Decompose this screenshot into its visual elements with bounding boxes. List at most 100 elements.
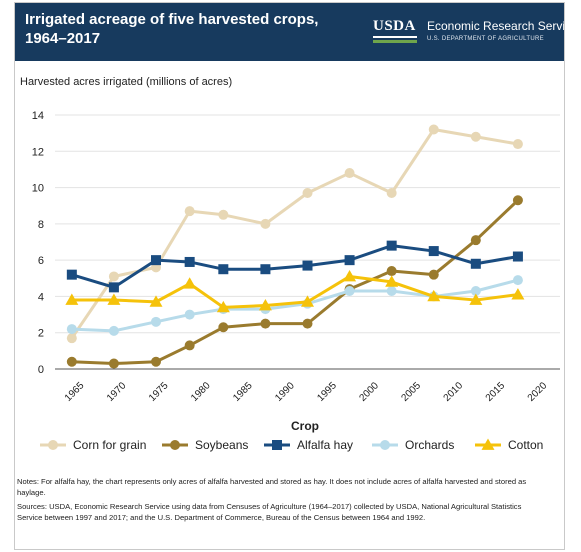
data-point-orchards	[151, 316, 161, 327]
data-point-soybeans	[260, 318, 271, 329]
y-tick-label: 0	[38, 364, 44, 376]
data-point-alfalfa-hay	[151, 255, 161, 266]
legend-marker-orchards	[380, 440, 390, 450]
x-tick-label: 1970	[105, 380, 129, 404]
chart-notes: Notes: For alfalfa hay, the chart repres…	[17, 476, 542, 526]
data-point-cotton	[511, 288, 525, 300]
data-point-corn-for-grain	[512, 139, 523, 150]
legend-label-orchards: Orchards	[405, 438, 454, 452]
legend-label-cotton: Cotton	[508, 438, 543, 452]
data-point-alfalfa-hay	[302, 260, 313, 271]
data-point-soybeans	[151, 356, 161, 367]
x-tick-label: 2010	[442, 380, 466, 404]
data-point-corn-for-grain	[386, 188, 397, 199]
data-point-alfalfa-hay	[218, 264, 229, 275]
data-point-soybeans	[386, 266, 397, 277]
data-point-soybeans	[512, 195, 523, 206]
data-point-corn-for-grain	[184, 206, 195, 217]
data-point-soybeans	[108, 358, 119, 369]
logo-ers-text: Economic Research Service	[427, 19, 565, 33]
series-line-cotton	[71, 274, 519, 309]
data-point-corn-for-grain	[302, 188, 313, 199]
x-tick-label: 1985	[231, 380, 255, 404]
x-tick-label: 2020	[526, 380, 550, 404]
legend-marker-soybeans	[170, 440, 180, 450]
data-point-soybeans	[218, 322, 229, 333]
data-point-cotton	[258, 299, 272, 311]
data-point-soybeans	[302, 318, 313, 329]
data-point-cotton	[183, 277, 197, 289]
data-point-soybeans	[184, 340, 195, 351]
y-axis-label: Harvested acres irrigated (millions of a…	[20, 76, 233, 88]
x-tick-label: 2005	[400, 380, 424, 404]
x-tick-label: 2015	[484, 380, 508, 404]
logo-field-icon	[373, 40, 417, 43]
x-tick-label: 1975	[147, 380, 171, 404]
series-line-alfalfa-hay	[71, 244, 519, 289]
chart-card: Irrigated acreage of five harvested crop…	[14, 2, 565, 550]
data-point-soybeans	[428, 269, 439, 280]
x-tick-label: 1965	[63, 380, 87, 404]
data-point-alfalfa-hay	[428, 246, 439, 257]
data-point-cotton	[427, 289, 441, 302]
data-point-corn-for-grain	[218, 209, 229, 220]
data-point-alfalfa-hay	[344, 255, 355, 266]
legend-label-alfalfa-hay: Alfalfa hay	[297, 438, 353, 452]
data-point-orchards	[108, 325, 119, 336]
x-tick-label: 1995	[315, 380, 339, 404]
data-point-cotton	[385, 275, 399, 287]
data-point-corn-for-grain	[108, 271, 119, 282]
data-point-alfalfa-hay	[512, 251, 523, 262]
y-tick-label: 4	[38, 291, 44, 303]
data-point-orchards	[344, 285, 355, 296]
chart-title: Irrigated acreage of five harvested crop…	[25, 11, 319, 47]
x-axis-title: Crop	[291, 419, 319, 433]
notes-sources: Sources: USDA, Economic Research Service…	[17, 502, 522, 522]
data-point-orchards	[512, 275, 523, 286]
data-point-orchards	[470, 285, 481, 296]
data-point-alfalfa-hay	[470, 258, 481, 269]
logo-underline	[373, 36, 417, 38]
data-point-cotton	[65, 293, 79, 305]
data-point-alfalfa-hay	[386, 240, 397, 251]
data-point-orchards	[66, 324, 77, 335]
data-point-alfalfa-hay	[184, 256, 195, 267]
y-tick-label: 8	[38, 219, 44, 231]
y-tick-label: 10	[32, 183, 44, 195]
chart-header: Irrigated acreage of five harvested crop…	[15, 3, 564, 61]
data-point-orchards	[386, 285, 397, 296]
x-tick-label: 1990	[273, 380, 297, 404]
y-tick-label: 14	[32, 110, 44, 122]
x-tick-label: 2000	[357, 380, 381, 404]
data-point-corn-for-grain	[344, 168, 355, 179]
data-point-alfalfa-hay	[260, 264, 271, 275]
y-tick-label: 12	[32, 146, 44, 158]
legend-marker-cotton	[481, 438, 495, 450]
series-line-orchards	[71, 278, 519, 333]
data-point-cotton	[301, 295, 314, 307]
data-point-cotton	[469, 293, 483, 305]
notes-alfalfa: Notes: For alfalfa hay, the chart repres…	[17, 477, 527, 497]
data-point-cotton	[149, 295, 163, 307]
data-point-cotton	[216, 300, 230, 313]
data-point-soybeans	[470, 235, 481, 246]
legend-label-corn-for-grain: Corn for grain	[73, 438, 146, 452]
data-point-corn-for-grain	[260, 218, 271, 229]
x-tick-label: 1980	[189, 380, 213, 404]
series-line-corn-for-grain	[70, 128, 519, 340]
logo-usda-text: USDA	[373, 18, 416, 34]
y-tick-label: 2	[38, 328, 44, 340]
data-point-cotton	[343, 269, 357, 282]
logo-department-text: U.S. DEPARTMENT OF AGRICULTURE	[427, 36, 544, 42]
data-point-cotton	[107, 293, 121, 305]
data-point-orchards	[184, 309, 195, 320]
legend-marker-alfalfa-hay	[272, 440, 282, 450]
legend-label-soybeans: Soybeans	[195, 438, 248, 452]
y-tick-label: 6	[38, 255, 44, 267]
data-point-corn-for-grain	[66, 333, 77, 344]
data-point-corn-for-grain	[428, 124, 439, 135]
legend-marker-corn-for-grain	[48, 440, 58, 450]
series-line-soybeans	[71, 199, 519, 366]
usda-ers-logo: USDA Economic Research Service U.S. DEPA…	[373, 18, 564, 48]
